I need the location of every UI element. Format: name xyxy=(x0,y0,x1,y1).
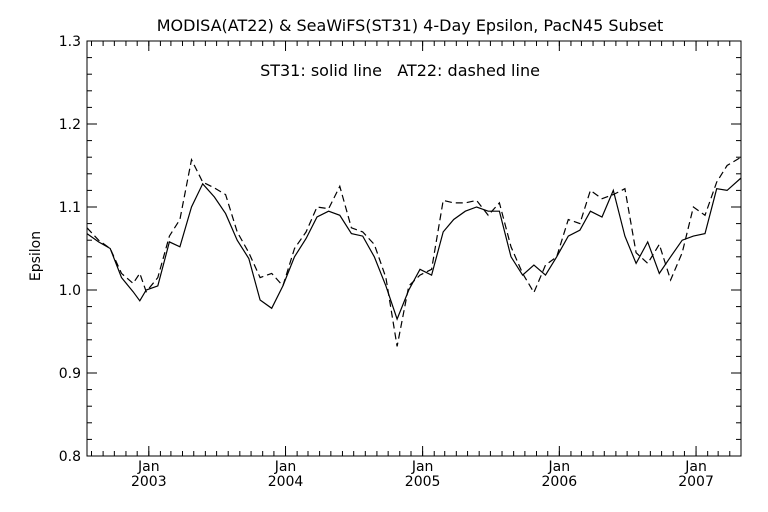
x-tick-month: Jan xyxy=(684,459,707,475)
x-tick-month: Jan xyxy=(548,459,571,475)
x-tick-month: Jan xyxy=(411,459,434,475)
x-tick-year: 2005 xyxy=(405,474,441,490)
series-line-st31 xyxy=(86,177,742,321)
x-tick-year: 2004 xyxy=(268,474,304,490)
x-tick-year: 2007 xyxy=(678,474,714,490)
plot-frame xyxy=(86,40,742,457)
x-tick-month: Jan xyxy=(137,459,160,475)
y-axis-label: Epsilon xyxy=(28,231,44,281)
x-tick-year: 2006 xyxy=(542,474,578,490)
y-tick-label: 0.8 xyxy=(59,449,81,465)
y-tick-label: 1.1 xyxy=(59,200,81,216)
series-legend-note: ST31: solid line AT22: dashed line xyxy=(260,61,540,80)
series-lines xyxy=(86,156,742,347)
series-line-at22 xyxy=(86,156,742,347)
y-tick-label: 1.2 xyxy=(59,117,81,133)
chart-title: MODISA(AT22) & SeaWiFS(ST31) 4-Day Epsil… xyxy=(157,16,664,35)
y-tick-label: 0.9 xyxy=(59,366,81,382)
y-tick-label: 1.3 xyxy=(59,34,81,50)
x-tick-year: 2003 xyxy=(131,474,167,490)
axis-ticks: 0.80.91.01.11.21.3Jan2003Jan2004Jan2005J… xyxy=(59,34,742,490)
x-tick-month: Jan xyxy=(274,459,297,475)
y-tick-label: 1.0 xyxy=(59,283,81,299)
